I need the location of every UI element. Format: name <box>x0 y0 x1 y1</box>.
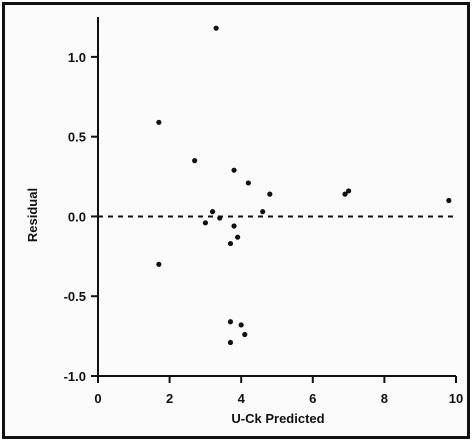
x-tick-label: 10 <box>449 391 463 406</box>
plot-area: 1.0 0.5 0.0 -0.5 -1.0 0 2 4 6 8 10 <box>64 17 463 406</box>
data-point <box>192 158 198 164</box>
data-point <box>202 220 208 226</box>
data-point <box>231 167 237 173</box>
data-point <box>242 331 248 338</box>
data-point <box>267 191 273 197</box>
x-tick-label: 0 <box>94 391 101 406</box>
data-point <box>346 188 352 194</box>
data-point <box>156 119 162 125</box>
data-point <box>235 234 241 240</box>
data-point <box>217 215 223 221</box>
y-tick-label: 0.0 <box>68 209 86 224</box>
x-tick-label: 4 <box>238 391 246 406</box>
data-point <box>231 223 237 229</box>
y-tick-label: 0.5 <box>68 130 86 145</box>
x-tick-label: 6 <box>309 391 316 406</box>
x-tick-label: 2 <box>166 391 173 406</box>
data-point <box>446 197 452 204</box>
chart-frame <box>2 2 470 439</box>
data-point <box>342 191 348 197</box>
y-tick-label: -1.0 <box>64 369 86 384</box>
y-tick-label: -0.5 <box>64 289 86 304</box>
data-point <box>238 322 244 328</box>
y-tick-label: 1.0 <box>68 50 86 65</box>
data-point <box>227 319 234 325</box>
data-point <box>227 240 234 247</box>
x-axis-title: U-Ck Predicted <box>231 411 324 426</box>
data-point <box>156 261 162 267</box>
data-point <box>209 209 216 215</box>
data-point <box>260 209 266 215</box>
y-axis-title: Residual <box>25 188 40 242</box>
data-point <box>227 339 234 346</box>
data-point <box>245 180 251 186</box>
data-point <box>213 25 219 31</box>
x-tick-label: 8 <box>381 391 388 406</box>
